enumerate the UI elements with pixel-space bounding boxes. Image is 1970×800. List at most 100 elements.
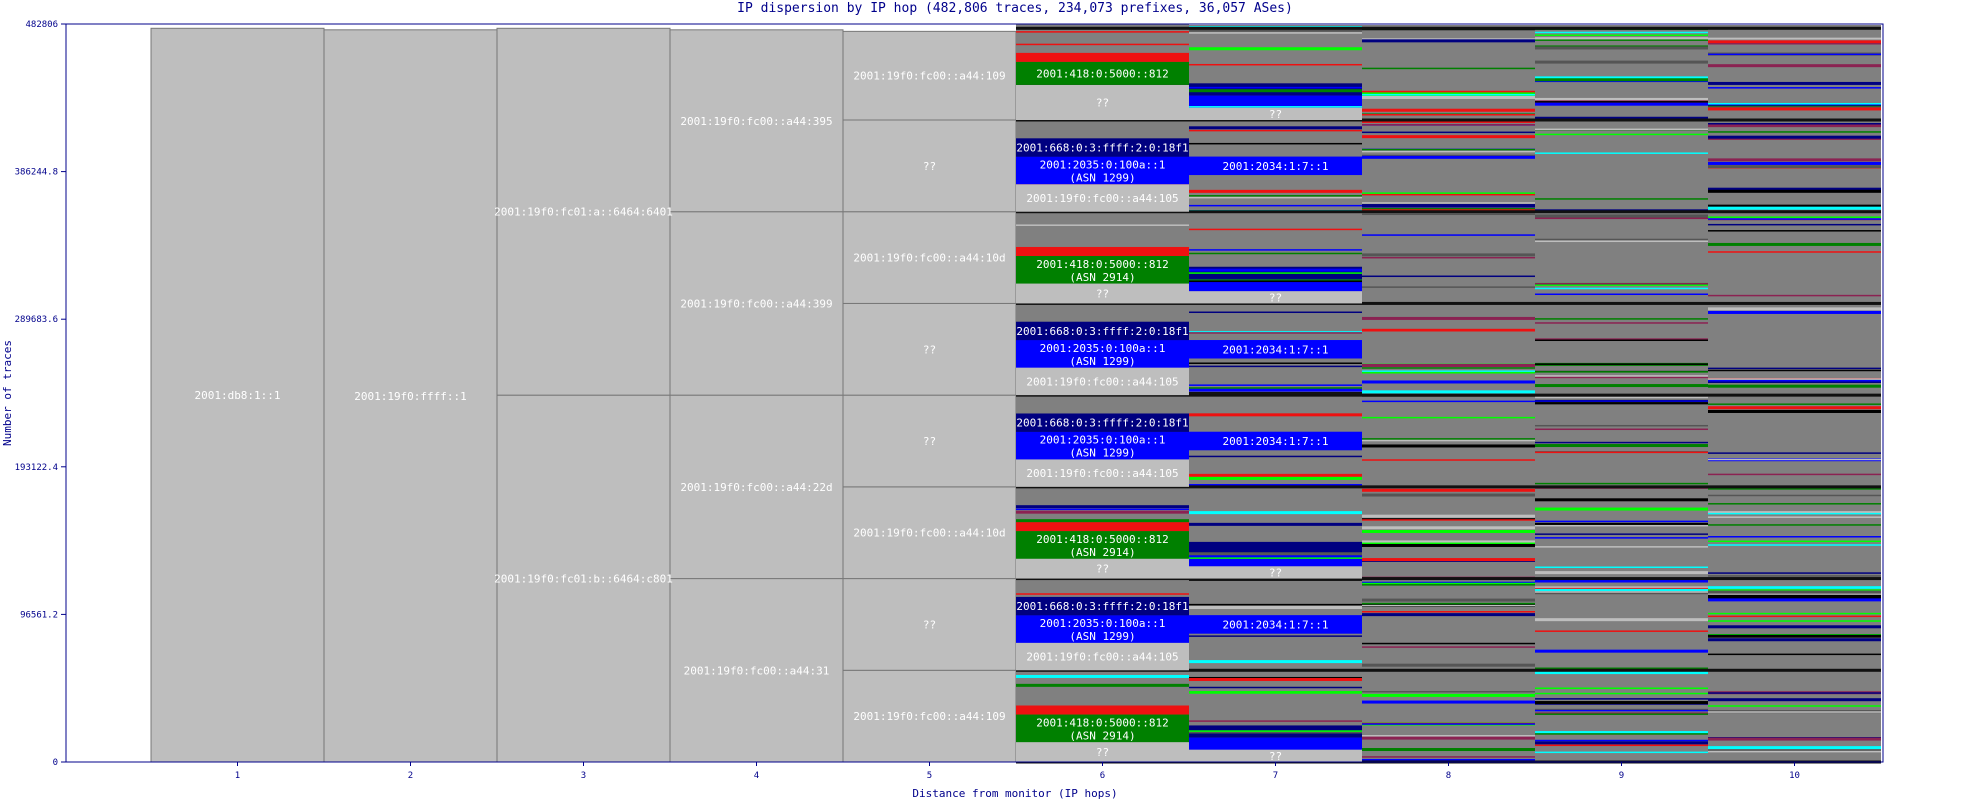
segment-label: 2001:19f0:fc00::a44:105 <box>1026 651 1178 664</box>
hop-stripe <box>1362 275 1535 278</box>
segment-label: 2001:19f0:fc00::a44:31 <box>684 664 830 677</box>
hop-stripe <box>1535 482 1708 485</box>
hop-stripe <box>1535 586 1708 588</box>
segment-label: ?? <box>1096 96 1109 109</box>
hop-stripe <box>1362 202 1535 204</box>
segment-label: 2001:2034:1:7::1 <box>1223 618 1329 631</box>
hop-stripe <box>1535 102 1708 106</box>
hop-stripe <box>1189 196 1362 199</box>
hop-stripe <box>1535 116 1708 120</box>
hop-stripe <box>1362 611 1535 613</box>
hop-stripe <box>1535 618 1708 622</box>
hop-stripe <box>1189 635 1362 637</box>
segment-label: 2001:19f0:fc00::a44:105 <box>1026 467 1178 480</box>
hop-stripe <box>1535 34 1708 36</box>
hop-stripe <box>1535 371 1708 373</box>
hop-stripe <box>1362 560 1535 562</box>
hop-segment <box>1016 211 1189 247</box>
labeled-segment <box>1016 714 1189 743</box>
hop-stripe <box>1535 400 1708 402</box>
hop-stripe <box>1708 251 1881 253</box>
hop-stripe <box>1535 586 1708 590</box>
hop-segment <box>842 302 1017 396</box>
group-separator <box>1708 26 1881 30</box>
hop-stripe <box>1016 224 1189 226</box>
hop-stripe <box>1362 317 1535 319</box>
hop-stripe <box>1189 603 1362 606</box>
labeled-segment <box>1016 184 1189 212</box>
hop-stripe <box>1189 311 1362 314</box>
hop-stripe <box>1362 108 1535 112</box>
hop-stripe <box>1535 546 1708 548</box>
hop-stripe <box>1362 329 1535 332</box>
hop-stripe <box>1189 511 1362 515</box>
hop-stripe <box>1362 582 1535 585</box>
hop-stripe <box>1362 748 1535 752</box>
hop-stripe <box>1362 204 1535 208</box>
segment-sublabel: (ASN 2914) <box>1069 546 1135 559</box>
labeled-segment <box>1016 61 1189 85</box>
hop-stripe <box>1535 441 1708 444</box>
hop-stripe <box>1362 756 1535 758</box>
hop-stripe <box>1535 293 1708 296</box>
hop-stripe <box>1708 403 1881 405</box>
labeled-segment <box>1016 321 1189 341</box>
hop-stripe <box>1189 89 1362 93</box>
hop-stripe <box>1708 81 1881 85</box>
hop-stripe <box>1535 238 1708 241</box>
hop-stripe <box>1535 520 1708 523</box>
hop-stripe <box>1708 586 1881 588</box>
x-tick-label: 1 <box>235 771 240 781</box>
hop-stripe <box>1535 708 1708 711</box>
hop-stripe <box>1189 362 1362 364</box>
hop-stripe <box>1535 215 1708 219</box>
hop-stripe <box>1362 93 1535 97</box>
hop-stripe <box>1535 524 1708 527</box>
hop-stripe <box>1708 189 1881 193</box>
segment-label: 2001:668:0:3:ffff:2:0:18f1 <box>1016 600 1188 613</box>
hop-stripe <box>1708 87 1881 89</box>
group-separator <box>1535 301 1708 305</box>
hop-stripe <box>1535 338 1708 340</box>
hop-stripe <box>1362 416 1535 419</box>
hop-stripe <box>1362 192 1535 194</box>
chart-title: IP dispersion by IP hop (482,806 traces,… <box>737 1 1293 16</box>
hop-stripe <box>1189 473 1362 477</box>
segment-label: 2001:418:0:5000::812 <box>1036 67 1168 80</box>
labeled-segment <box>1189 749 1362 762</box>
labeled-segment <box>1016 531 1189 559</box>
hop-stripe <box>1362 253 1535 257</box>
hop-stripe <box>1708 165 1881 169</box>
hop-segment <box>1016 522 1189 532</box>
hop-stripe <box>1189 484 1362 486</box>
hop-stripe <box>1189 692 1362 694</box>
hop-stripe <box>1189 252 1362 255</box>
hop-stripe <box>1535 396 1708 399</box>
labeled-segment <box>1016 615 1189 643</box>
hop-stripe <box>1189 268 1362 272</box>
hop-stripe <box>1362 514 1535 518</box>
hop-stripe <box>1535 498 1708 502</box>
hop-stripe <box>1708 524 1881 526</box>
segment-sublabel: (ASN 1299) <box>1069 630 1135 643</box>
hop-stripe <box>1535 671 1708 675</box>
hop-stripe <box>1708 367 1881 370</box>
labeled-segment <box>1016 742 1189 762</box>
hop-stripe <box>1189 280 1362 283</box>
segment-sublabel: (ASN 2914) <box>1069 271 1135 284</box>
hop-stripe <box>1362 519 1535 521</box>
hop-stripe <box>1708 223 1881 226</box>
hop-stripe <box>1708 511 1881 515</box>
group-separator <box>1016 26 1189 30</box>
hop-stripe <box>1362 121 1535 123</box>
group-separator <box>1535 668 1708 672</box>
segment-sublabel: (ASN 2914) <box>1069 729 1135 742</box>
hop-stripe <box>1708 158 1881 162</box>
hop-stripe <box>1362 690 1535 693</box>
hop-stripe <box>1535 451 1708 454</box>
segment-label: 2001:668:0:3:ffff:2:0:18f1 <box>1016 417 1188 430</box>
hop-stripe <box>1362 370 1535 372</box>
segment-label: 2001:19f0:fc01:b::6464:c801 <box>494 573 673 586</box>
hop-stripe <box>1362 155 1535 159</box>
segment-sublabel: (ASN 1299) <box>1069 355 1135 368</box>
